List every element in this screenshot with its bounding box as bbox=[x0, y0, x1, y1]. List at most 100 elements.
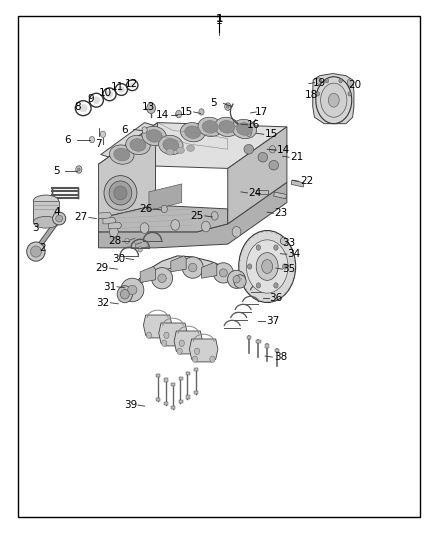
Polygon shape bbox=[109, 222, 122, 229]
Ellipse shape bbox=[118, 86, 125, 93]
Text: 6: 6 bbox=[64, 135, 71, 144]
Circle shape bbox=[226, 105, 229, 108]
Polygon shape bbox=[99, 212, 112, 219]
Text: 27: 27 bbox=[74, 213, 88, 222]
Polygon shape bbox=[140, 266, 155, 282]
Text: 24: 24 bbox=[248, 188, 261, 198]
Ellipse shape bbox=[237, 123, 252, 135]
Ellipse shape bbox=[234, 275, 246, 288]
Circle shape bbox=[274, 245, 278, 250]
Text: 29: 29 bbox=[95, 263, 109, 273]
Ellipse shape bbox=[56, 215, 63, 222]
Bar bbox=[247, 336, 251, 339]
Ellipse shape bbox=[256, 253, 278, 280]
Circle shape bbox=[125, 238, 129, 244]
Ellipse shape bbox=[130, 139, 146, 151]
Ellipse shape bbox=[166, 149, 174, 155]
Circle shape bbox=[348, 92, 351, 96]
Bar bbox=[256, 340, 261, 343]
Ellipse shape bbox=[232, 119, 257, 139]
Ellipse shape bbox=[269, 160, 279, 170]
Ellipse shape bbox=[246, 240, 288, 293]
Ellipse shape bbox=[27, 242, 45, 261]
Circle shape bbox=[339, 79, 343, 83]
Text: 1: 1 bbox=[215, 17, 223, 26]
Bar bbox=[274, 192, 286, 199]
Bar bbox=[186, 372, 190, 375]
Text: 32: 32 bbox=[96, 298, 110, 308]
Polygon shape bbox=[149, 184, 182, 211]
Ellipse shape bbox=[163, 139, 179, 151]
Text: 26: 26 bbox=[139, 204, 152, 214]
Circle shape bbox=[162, 340, 167, 346]
Ellipse shape bbox=[233, 276, 240, 283]
Ellipse shape bbox=[258, 152, 268, 162]
Text: 34: 34 bbox=[287, 249, 300, 259]
Ellipse shape bbox=[114, 186, 127, 200]
Text: 35: 35 bbox=[283, 264, 296, 274]
Text: 39: 39 bbox=[124, 400, 137, 410]
Text: 30: 30 bbox=[113, 254, 126, 263]
Polygon shape bbox=[99, 123, 287, 168]
Ellipse shape bbox=[79, 104, 88, 112]
Bar bbox=[186, 395, 190, 399]
Text: 33: 33 bbox=[283, 238, 296, 247]
Text: 14: 14 bbox=[156, 110, 170, 120]
Text: 4: 4 bbox=[53, 207, 60, 216]
Ellipse shape bbox=[117, 286, 132, 303]
Polygon shape bbox=[99, 123, 158, 219]
Circle shape bbox=[164, 332, 169, 338]
Ellipse shape bbox=[215, 117, 239, 136]
Ellipse shape bbox=[328, 93, 339, 107]
Text: 37: 37 bbox=[266, 316, 279, 326]
Text: 5: 5 bbox=[210, 99, 217, 108]
Bar bbox=[265, 344, 269, 348]
Bar bbox=[171, 406, 175, 409]
Circle shape bbox=[274, 283, 278, 288]
Circle shape bbox=[256, 245, 261, 250]
Ellipse shape bbox=[228, 270, 245, 288]
Text: 19: 19 bbox=[313, 78, 326, 87]
Ellipse shape bbox=[202, 120, 218, 133]
Circle shape bbox=[142, 127, 147, 133]
Ellipse shape bbox=[182, 257, 203, 278]
Circle shape bbox=[210, 356, 215, 362]
Text: 25: 25 bbox=[191, 211, 204, 221]
Circle shape bbox=[316, 78, 321, 84]
Ellipse shape bbox=[159, 135, 183, 155]
Circle shape bbox=[256, 283, 261, 288]
Ellipse shape bbox=[177, 147, 184, 154]
Bar bbox=[179, 377, 183, 380]
Ellipse shape bbox=[104, 176, 137, 210]
Text: 13: 13 bbox=[142, 102, 155, 111]
Bar bbox=[256, 190, 268, 194]
Text: 12: 12 bbox=[125, 79, 138, 88]
Text: 6: 6 bbox=[121, 125, 128, 134]
Ellipse shape bbox=[129, 82, 135, 88]
Circle shape bbox=[283, 264, 287, 269]
Text: 2: 2 bbox=[39, 243, 46, 253]
Text: 15: 15 bbox=[265, 130, 278, 139]
Polygon shape bbox=[189, 339, 218, 362]
Text: 20: 20 bbox=[348, 80, 361, 90]
Text: 38: 38 bbox=[274, 352, 287, 362]
Circle shape bbox=[232, 227, 241, 237]
Bar bbox=[33, 201, 59, 222]
Ellipse shape bbox=[239, 230, 296, 303]
Polygon shape bbox=[101, 123, 188, 168]
Circle shape bbox=[100, 131, 106, 138]
Ellipse shape bbox=[321, 83, 347, 117]
Ellipse shape bbox=[121, 278, 144, 302]
Text: 31: 31 bbox=[103, 282, 116, 292]
Polygon shape bbox=[159, 323, 187, 346]
Circle shape bbox=[171, 220, 180, 230]
Text: 9: 9 bbox=[88, 94, 95, 103]
Text: 18: 18 bbox=[304, 90, 318, 100]
Polygon shape bbox=[228, 127, 287, 224]
Text: 1: 1 bbox=[215, 14, 223, 23]
Ellipse shape bbox=[110, 145, 134, 164]
Polygon shape bbox=[171, 256, 186, 272]
Ellipse shape bbox=[219, 120, 235, 133]
Ellipse shape bbox=[280, 237, 287, 245]
Bar bbox=[275, 349, 279, 352]
